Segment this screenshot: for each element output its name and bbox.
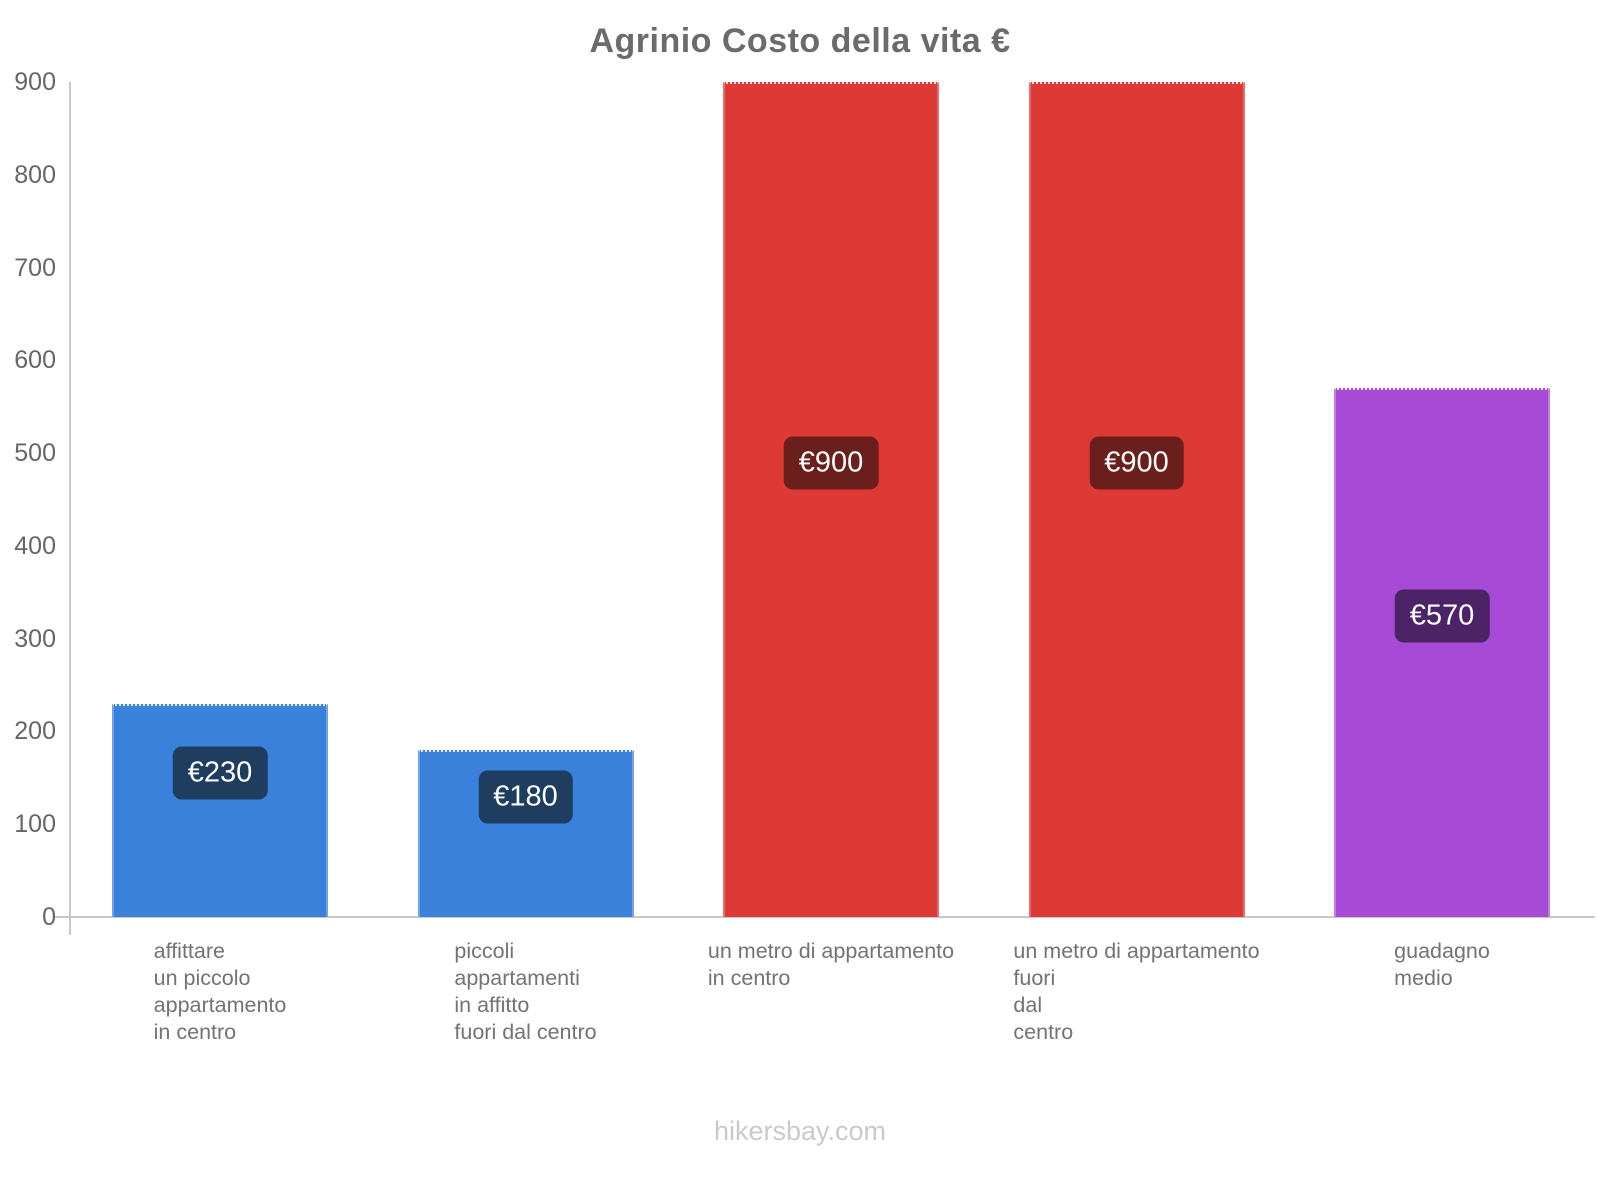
y-tick-label: 600	[14, 346, 56, 375]
y-tick-label: 100	[14, 810, 56, 839]
y-tick-label: 0	[42, 903, 56, 931]
y-tick-label: 500	[14, 439, 56, 468]
chart-title: Agrinio Costo della vita €	[589, 22, 1011, 60]
bar[interactable]: €900	[1028, 82, 1245, 917]
bar[interactable]: €900	[723, 82, 939, 917]
bar[interactable]: €570	[1334, 388, 1550, 917]
y-tick-label: 800	[14, 160, 56, 189]
bar-value-badge: €570	[1394, 589, 1490, 643]
bar-value-badge: €900	[783, 436, 879, 489]
bar-value-badge: €230	[172, 746, 268, 800]
bar[interactable]: €180	[417, 750, 634, 917]
y-tick-label: 300	[14, 624, 56, 653]
category-label: un metro di appartamento in centro	[707, 939, 955, 990]
y-axis-line	[69, 82, 71, 935]
category-label: un metro di appartamento fuori dal centr…	[1013, 939, 1260, 1044]
bar[interactable]: €230	[112, 703, 328, 917]
category-label: guadagno medio	[1394, 939, 1490, 990]
y-tick-label: 400	[14, 531, 56, 560]
bar-value-badge: €900	[1089, 436, 1184, 489]
footer-watermark: hikersbay.com	[713, 1116, 887, 1146]
x-axis-line	[55, 916, 1595, 918]
category-label: affittare un piccolo appartamento in cen…	[153, 939, 287, 1044]
y-tick-label: 700	[14, 253, 56, 282]
y-tick-label: 900	[14, 68, 56, 96]
bar-value-badge: €180	[478, 770, 573, 823]
category-label: piccoli appartamenti in affitto fuori da…	[454, 939, 597, 1044]
y-tick-label: 200	[14, 717, 56, 746]
